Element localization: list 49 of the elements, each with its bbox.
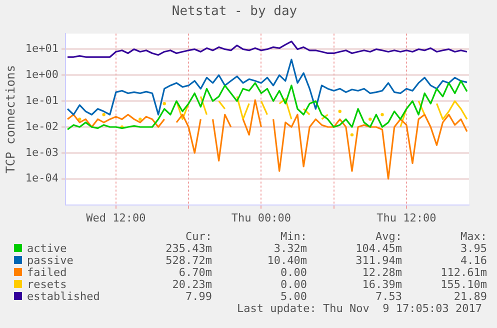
point xyxy=(78,118,82,121)
y-tick-label: 1e-04 xyxy=(25,172,59,185)
point xyxy=(350,133,354,136)
y-axis-title: TCP connections xyxy=(3,65,18,174)
text: 0.00 xyxy=(280,266,307,279)
x-tick-label: Thu 00:00 xyxy=(231,211,292,224)
y-tick-label: 1e+00 xyxy=(25,68,59,82)
text: 4.16 xyxy=(460,254,487,267)
legend-label: passive xyxy=(27,254,74,267)
text: 6.70m xyxy=(178,266,212,279)
text: 155.10m xyxy=(440,278,487,291)
text: 3.32m xyxy=(272,242,307,255)
legend-label: failed xyxy=(27,266,67,279)
legend-label: active xyxy=(27,242,67,255)
text: 7.99 xyxy=(184,290,212,303)
point xyxy=(138,118,142,121)
chart-title: Netstat - by day xyxy=(172,4,298,20)
text: 12.28m xyxy=(361,266,402,279)
text: 0.00 xyxy=(280,278,307,291)
x-tick-label: Wed 12:00 xyxy=(86,211,146,224)
text: 528.72m xyxy=(164,254,212,267)
point xyxy=(368,118,372,121)
y-tick-label: 1e-03 xyxy=(25,146,59,159)
text: Avg: xyxy=(374,230,402,243)
point xyxy=(102,113,106,116)
text: 235.43m xyxy=(164,242,212,255)
text: Max: xyxy=(460,230,487,243)
text: 112.61m xyxy=(440,266,487,279)
text: 3.95 xyxy=(460,242,487,255)
legend-label: established xyxy=(27,290,100,303)
text: 104.45m xyxy=(354,242,402,255)
text: 10.40m xyxy=(266,254,307,267)
text: 311.94m xyxy=(354,254,402,267)
point xyxy=(380,113,384,116)
text: Cur: xyxy=(184,230,212,243)
text: 16.39m xyxy=(361,278,402,291)
text: 20.23m xyxy=(171,278,212,291)
point xyxy=(162,102,166,106)
y-tick-label: 1e+01 xyxy=(25,42,59,56)
legend-label: resets xyxy=(27,278,67,291)
text: Min: xyxy=(280,230,307,243)
y-tick-label: 1e-02 xyxy=(25,120,59,133)
x-tick-label: Thu 12:00 xyxy=(376,211,436,224)
text: Last update: Thu Nov 9 17:05:03 2017 xyxy=(236,302,482,315)
point xyxy=(338,110,342,113)
text: 7.53 xyxy=(374,290,402,303)
text: 5.00 xyxy=(280,290,307,303)
text: 21.89 xyxy=(454,290,487,303)
y-tick-label: 1e-01 xyxy=(25,94,59,107)
